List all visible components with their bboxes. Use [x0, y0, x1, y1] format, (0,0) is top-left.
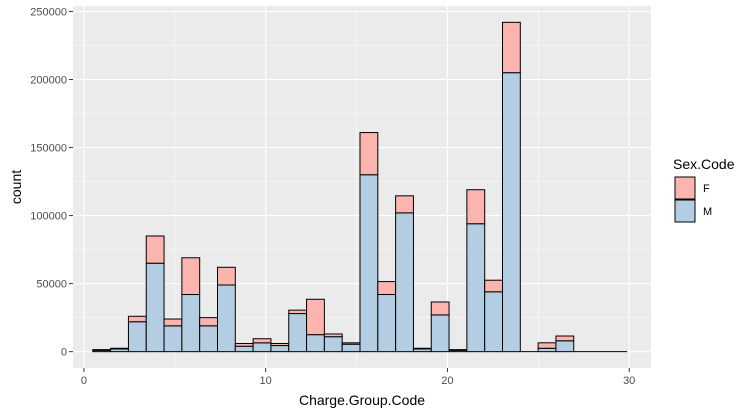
legend-key-m [674, 199, 696, 223]
y-axis-title: count [8, 170, 24, 204]
legend-label-m: M [703, 206, 712, 218]
bar-m [359, 174, 379, 353]
bar-f [92, 349, 112, 351]
legend-label-f: F [703, 183, 710, 195]
bar-f [181, 257, 201, 296]
bar-f [270, 343, 290, 347]
y-tick-label: 50000 [36, 279, 67, 291]
bar-f [288, 309, 308, 315]
bar-f [127, 315, 147, 323]
bar-f [412, 347, 432, 350]
bar-f [466, 189, 486, 225]
x-tick-label: 10 [260, 375, 272, 387]
y-tick-label: 0 [61, 347, 67, 359]
y-tick-label: 100000 [30, 211, 67, 223]
bar-f [377, 281, 397, 296]
bar-m [163, 325, 183, 353]
bar-f [110, 347, 129, 350]
bar-f [341, 342, 361, 345]
bar-m [341, 343, 361, 353]
bar-f [395, 195, 414, 214]
bar-m [555, 340, 575, 353]
bar-m [145, 262, 165, 353]
bar-f [252, 338, 272, 344]
bar-m [270, 345, 290, 353]
bar-f [448, 349, 468, 351]
y-tick-label: 200000 [30, 74, 67, 86]
bar-m [234, 345, 254, 353]
bar-m [537, 347, 557, 353]
bar-f [234, 343, 254, 347]
bar-m [306, 334, 325, 353]
bars [92, 21, 628, 353]
x-axis-title: Charge.Group.Code [299, 392, 425, 408]
x-tick-label: 0 [81, 375, 87, 387]
bar-f [199, 317, 219, 327]
bar-m [127, 321, 147, 353]
bar-f [359, 132, 379, 176]
bar-m [377, 294, 397, 353]
legend: Sex.Code F M [673, 156, 735, 223]
bar-m [484, 291, 504, 353]
bar-m [466, 223, 486, 353]
y-tick-label: 250000 [30, 6, 67, 18]
axes: 0 10 20 30 0 50000 100000 150000 200000 250000 [30, 6, 635, 387]
bar-m [199, 325, 219, 353]
bar-m [395, 212, 414, 353]
bar-m [181, 294, 201, 353]
bar-f [502, 21, 521, 74]
bar-f [145, 235, 165, 264]
bar-m [217, 284, 236, 353]
bar-m [288, 313, 308, 353]
bar-f [306, 298, 325, 336]
bar-f [484, 279, 504, 293]
bar-f [323, 333, 343, 338]
legend-title: Sex.Code [673, 156, 735, 172]
bar-m [502, 72, 521, 353]
bar-f [163, 318, 183, 327]
bar-f [430, 301, 450, 316]
bar-f [537, 342, 557, 349]
bar-m [252, 342, 272, 353]
bar-f [217, 266, 236, 286]
x-tick-label: 30 [623, 375, 635, 387]
y-tick-label: 150000 [30, 143, 67, 155]
bar-m [430, 314, 450, 353]
legend-key-f [674, 176, 696, 200]
bar-f [555, 335, 575, 342]
bar-m [323, 336, 343, 353]
x-tick-label: 20 [441, 375, 453, 387]
